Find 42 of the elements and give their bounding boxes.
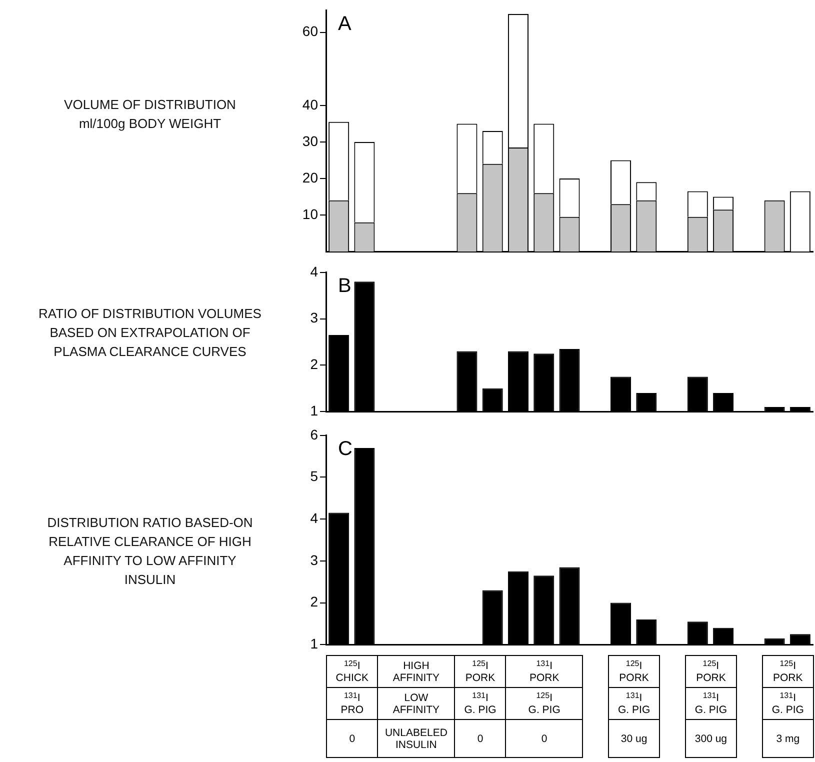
- text: $^{131}$I G. PIG: [772, 690, 804, 716]
- text: 0: [349, 732, 356, 744]
- text: UNLABELED INSULIN: [384, 726, 448, 750]
- y-tick-label: 2: [310, 356, 318, 372]
- y-tick-label: 60: [302, 23, 318, 40]
- chart-title: B: [338, 274, 352, 297]
- text: $^{131}$I G. PIG: [618, 690, 650, 716]
- y-axis-title: RATIO OF DISTRIBUTION VOLUMES BASED ON EXTRAPOLATION OF PLASMA CLEARANCE CURVES: [38, 305, 262, 361]
- text: $^{131}$I PRO: [340, 690, 364, 716]
- y-tick-label: 1: [310, 402, 318, 418]
- y-tick-label: 40: [302, 96, 318, 112]
- y-tick-label: 3: [310, 310, 318, 326]
- y-tick-label: 5: [310, 468, 318, 484]
- chart-title: A: [338, 12, 352, 35]
- text: $^{125}$I PORK: [772, 658, 803, 684]
- text: $^{125}$I PORK: [465, 658, 496, 684]
- text: LOW AFFINITY: [392, 692, 440, 716]
- text: 0: [541, 732, 548, 744]
- text: 3 mg: [776, 732, 800, 744]
- text: $^{131}$I PORK: [529, 658, 560, 684]
- text: $^{125}$I G. PIG: [528, 690, 560, 716]
- y-tick-label: 2: [310, 594, 318, 610]
- text: 300 ug: [694, 732, 728, 744]
- y-tick-label: 6: [310, 426, 318, 442]
- text: HIGH AFFINITY: [392, 660, 440, 684]
- y-tick-label: 1: [310, 635, 318, 652]
- text: $^{125}$I CHICK: [336, 658, 368, 684]
- text: $^{131}$I G. PIG: [694, 690, 727, 716]
- y-tick-label: 30: [302, 132, 318, 149]
- y-axis-title: DISTRIBUTION RATIO BASED-ON RELATIVE CLEARANCE OF HIGH AFFINITY TO LOW AFFINITY INSULIN: [46, 514, 254, 589]
- y-tick-label: 4: [310, 510, 318, 526]
- y-tick-label: 3: [310, 552, 318, 568]
- text: $^{125}$I PORK: [696, 658, 726, 684]
- y-axis-title: VOLUME OF DISTRIBUTION ml/100g BODY WEIGHT: [63, 96, 237, 133]
- text: 0: [477, 732, 484, 744]
- y-tick-label: 20: [302, 169, 318, 186]
- text: 30 ug: [620, 732, 648, 744]
- text: $^{131}$I G. PIG: [464, 690, 496, 716]
- y-tick-label: 10: [302, 206, 318, 222]
- y-tick-label: 4: [310, 263, 318, 280]
- chart-title: C: [338, 438, 352, 460]
- text: $^{125}$I PORK: [619, 658, 649, 684]
